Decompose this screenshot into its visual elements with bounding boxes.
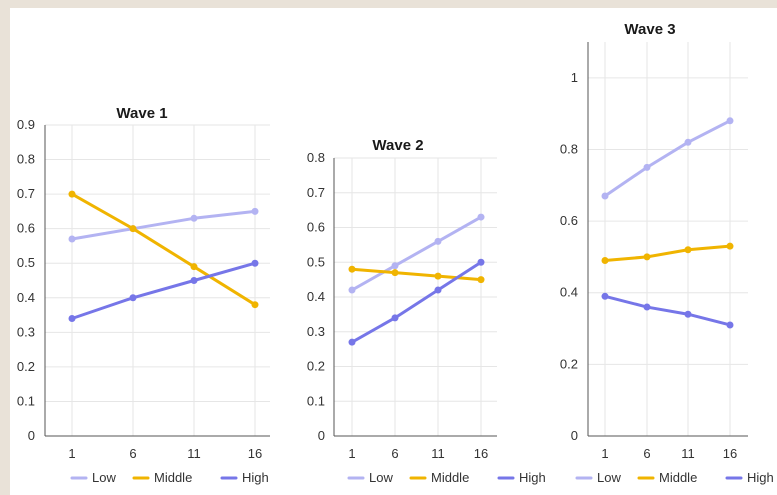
x-tick-label: 16 xyxy=(248,446,262,461)
x-tick-label: 6 xyxy=(129,446,136,461)
y-tick-label: 0.8 xyxy=(17,152,35,167)
chart-title: Wave 3 xyxy=(624,21,675,38)
data-point-high xyxy=(434,286,442,294)
y-tick-label: 0.2 xyxy=(17,359,35,374)
data-point-middle xyxy=(684,246,692,254)
data-point-middle xyxy=(68,190,76,198)
data-point-middle xyxy=(348,265,356,273)
chart-1: Wave 100.10.20.30.40.50.60.70.80.91 6 11 16… xyxy=(17,105,270,485)
series-line-middle xyxy=(70,192,257,307)
data-point-low xyxy=(601,192,609,200)
y-tick-label: 0.6 xyxy=(560,213,578,228)
data-point-low xyxy=(477,213,485,221)
data-point-high xyxy=(190,277,198,284)
series-line-high xyxy=(70,261,257,321)
y-tick-label: 0.6 xyxy=(307,220,325,235)
data-point-middle xyxy=(190,263,198,271)
legend-label-low: Low xyxy=(92,470,116,485)
y-tick-label: 0 xyxy=(571,428,578,443)
y-tick-label: 0 xyxy=(28,428,35,443)
data-point-high xyxy=(643,303,651,311)
y-tick-label: 0.6 xyxy=(17,221,35,236)
x-tick-label: 1 xyxy=(68,446,75,461)
x-tick-label: 6 xyxy=(643,446,650,461)
chart-title: Wave 1 xyxy=(116,105,167,122)
y-tick-label: 0.4 xyxy=(560,285,578,300)
y-tick-label: 0.4 xyxy=(307,289,325,304)
data-point-middle xyxy=(477,276,485,284)
data-point-middle xyxy=(251,301,259,309)
chart-title: Wave 2 xyxy=(372,137,423,154)
series-line-low xyxy=(70,209,257,241)
data-point-middle xyxy=(129,225,137,233)
y-tick-label: 0.8 xyxy=(307,150,325,165)
series-line-low xyxy=(603,119,732,198)
chart-panel xyxy=(10,8,777,495)
data-point-low xyxy=(190,214,198,222)
data-point-high xyxy=(684,310,692,318)
legend-label-middle: Middle xyxy=(659,470,697,485)
y-tick-label: 0.4 xyxy=(17,290,35,305)
x-tick-label: 16 xyxy=(474,446,488,461)
x-tick-label: 16 xyxy=(723,446,737,461)
y-tick-label: 1 xyxy=(571,70,578,85)
data-point-middle xyxy=(391,269,399,277)
y-tick-label: 0.2 xyxy=(560,356,578,371)
y-tick-label: 0.1 xyxy=(17,393,35,408)
y-tick-label: 0.3 xyxy=(17,324,35,339)
y-tick-label: 0.7 xyxy=(307,185,325,200)
y-tick-label: 0.9 xyxy=(17,117,35,132)
data-point-low xyxy=(348,286,356,294)
legend-label-low: Low xyxy=(597,470,621,485)
data-point-middle xyxy=(726,242,734,250)
y-tick-label: 0.2 xyxy=(307,359,325,374)
data-point-low xyxy=(726,117,734,125)
data-point-middle xyxy=(434,272,442,280)
data-point-high xyxy=(68,315,76,323)
data-point-high xyxy=(477,258,485,266)
y-tick-label: 0.3 xyxy=(307,324,325,339)
x-tick-label: 11 xyxy=(681,446,695,461)
data-point-low xyxy=(68,235,76,243)
x-tick-label: 1 xyxy=(601,446,608,461)
y-tick-label: 0.8 xyxy=(560,141,578,156)
series-line-high xyxy=(603,294,732,327)
legend-label-low: Low xyxy=(369,470,393,485)
x-tick-label: 6 xyxy=(391,446,398,461)
data-point-high xyxy=(348,338,356,346)
y-tick-label: 0.7 xyxy=(17,186,35,201)
y-tick-label: 0 xyxy=(318,428,325,443)
x-tick-label: 11 xyxy=(187,446,201,461)
data-point-low xyxy=(251,207,259,215)
series-line-low xyxy=(350,215,483,292)
series-line-middle xyxy=(603,244,732,262)
y-tick-label: 0.5 xyxy=(17,255,35,270)
data-point-middle xyxy=(643,253,651,261)
legend-label-middle: Middle xyxy=(154,470,192,485)
data-point-low xyxy=(643,163,651,171)
data-point-high xyxy=(391,314,399,322)
legend-label-high: High xyxy=(242,470,269,485)
y-tick-label: 0.5 xyxy=(307,254,325,269)
data-point-low xyxy=(391,262,399,270)
data-point-high xyxy=(726,321,734,329)
legend-label-high: High xyxy=(747,470,774,485)
y-tick-label: 0.1 xyxy=(307,393,325,408)
data-point-low xyxy=(434,237,442,245)
data-point-high xyxy=(129,294,137,302)
chart-2: Wave 200.10.20.30.40.50.60.70.81 6 11 16Low… xyxy=(307,137,546,485)
data-point-high xyxy=(601,292,609,300)
data-point-middle xyxy=(601,256,609,264)
data-point-low xyxy=(684,138,692,146)
legend-label-high: High xyxy=(519,470,546,485)
legend-label-middle: Middle xyxy=(431,470,469,485)
data-point-high xyxy=(251,259,259,267)
x-tick-label: 11 xyxy=(431,446,445,461)
series-line-high xyxy=(350,260,483,344)
x-tick-label: 1 xyxy=(348,446,355,461)
